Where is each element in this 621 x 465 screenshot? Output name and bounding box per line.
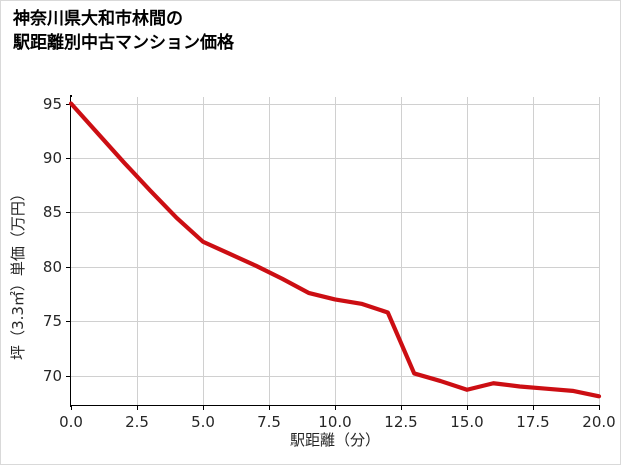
x-tick-mark xyxy=(203,405,204,410)
gridline-vertical xyxy=(401,97,402,405)
y-tick-label: 90 xyxy=(42,148,62,167)
gridline-vertical xyxy=(137,97,138,405)
y-tick-mark xyxy=(66,157,71,159)
gridline-vertical xyxy=(335,97,336,405)
gridline-vertical xyxy=(203,97,204,405)
x-tick-label: 15.0 xyxy=(450,413,484,431)
x-tick-mark xyxy=(71,405,72,410)
x-axis-label: 駅距離（分） xyxy=(289,431,380,449)
gridline-vertical xyxy=(599,97,600,405)
y-tick-mark xyxy=(66,266,71,268)
y-axis-label: 坪（3.3㎡）単価（万円） xyxy=(9,186,27,360)
page-title: 神奈川県大和市林間の 駅距離別中古マンション価格 xyxy=(13,9,234,54)
y-tick-label: 80 xyxy=(42,257,62,276)
plot-area: 70 75 80 85 90 95 0.0 2.5 5.0 7.5 10.0 12.5 15.0 17.5… xyxy=(43,95,616,431)
x-tick-mark xyxy=(533,405,534,410)
x-tick-mark xyxy=(269,405,270,410)
x-tick-label: 10.0 xyxy=(318,413,352,431)
y-tick-mark xyxy=(66,212,71,214)
y-tick-mark xyxy=(66,103,71,105)
y-tick-mark xyxy=(66,375,71,377)
x-tick-label: 2.5 xyxy=(125,413,149,431)
price-line xyxy=(71,104,599,397)
gridline-vertical xyxy=(533,97,534,405)
x-tick-mark xyxy=(599,405,600,410)
y-tick-mark xyxy=(66,321,71,323)
y-tick-label: 70 xyxy=(42,366,62,385)
y-tick-label: 85 xyxy=(42,203,62,222)
x-tick-label: 12.5 xyxy=(384,413,418,431)
x-tick-mark xyxy=(467,405,468,410)
line-series-layer xyxy=(71,97,599,405)
x-tick-label: 0.0 xyxy=(59,413,83,431)
gridline-vertical xyxy=(467,97,468,405)
y-tick-label: 75 xyxy=(42,312,62,331)
x-tick-mark xyxy=(335,405,336,410)
x-tick-label: 5.0 xyxy=(191,413,215,431)
x-tick-mark xyxy=(137,405,138,410)
gridline-vertical xyxy=(269,97,270,405)
x-tick-label: 20.0 xyxy=(582,413,616,431)
x-tick-label: 17.5 xyxy=(516,413,550,431)
x-tick-label: 7.5 xyxy=(257,413,281,431)
y-tick-label: 95 xyxy=(42,94,62,113)
x-tick-mark xyxy=(401,405,402,410)
